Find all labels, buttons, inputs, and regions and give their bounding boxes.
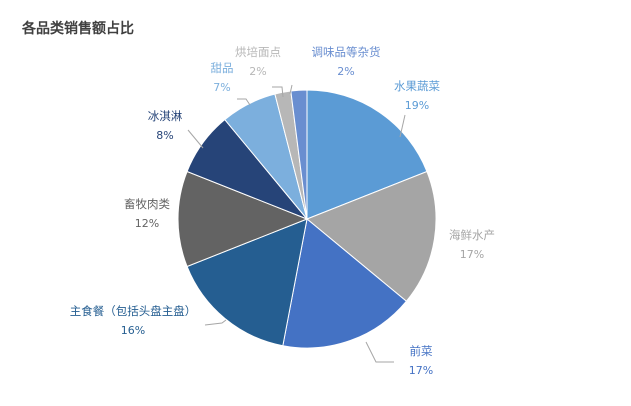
data-label: 海鲜水产 17%	[449, 226, 495, 264]
data-label-name: 海鲜水产	[449, 228, 495, 242]
data-label: 烘培面点 2%	[235, 43, 281, 81]
leader-line	[237, 98, 251, 106]
data-label-name: 畜牧肉类	[124, 197, 170, 211]
data-label-name: 甜品	[210, 61, 234, 75]
leader-line	[365, 341, 394, 363]
data-label: 畜牧肉类 12%	[124, 195, 170, 233]
data-label-name: 烘培面点	[235, 45, 281, 59]
leader-line	[289, 84, 293, 95]
leader-line	[204, 319, 227, 326]
data-label: 调味品等杂货 2%	[312, 43, 381, 81]
data-label-percent: 17%	[459, 248, 485, 261]
pie-slice-2	[306, 170, 437, 302]
data-label-percent: 8%	[156, 129, 174, 142]
data-label: 甜品 7%	[211, 59, 234, 97]
chart-title: 各品类销售额占比	[22, 21, 134, 37]
data-label-percent: 7%	[213, 81, 231, 94]
data-label-percent: 2%	[337, 65, 355, 78]
data-label-percent: 17%	[408, 364, 434, 377]
data-label-name: 调味品等杂货	[311, 45, 381, 59]
data-label-name: 水果蔬菜	[394, 79, 440, 93]
data-label: 冰淇淋 8%	[148, 107, 183, 145]
pie-slice-4	[186, 218, 308, 347]
data-label: 前菜 17%	[409, 342, 433, 380]
leader-line	[187, 129, 204, 149]
data-label-percent: 19%	[404, 99, 430, 112]
leader-line	[272, 86, 284, 98]
data-label-name: 冰淇淋	[147, 109, 183, 123]
data-label-percent: 2%	[249, 65, 267, 78]
leader-line	[399, 114, 406, 138]
pie-slice-3	[282, 218, 408, 349]
data-label-percent: 12%	[134, 217, 160, 230]
data-label-name: 前菜	[409, 344, 433, 358]
data-label-percent: 16%	[120, 324, 146, 337]
data-label-name: 主食餐（包括头盘主盘）	[69, 304, 197, 318]
data-label: 水果蔬菜 19%	[394, 77, 440, 115]
data-label: 主食餐（包括头盘主盘） 16%	[70, 302, 197, 340]
pie-slice-5	[177, 170, 309, 268]
pie-slice-1	[306, 89, 428, 220]
